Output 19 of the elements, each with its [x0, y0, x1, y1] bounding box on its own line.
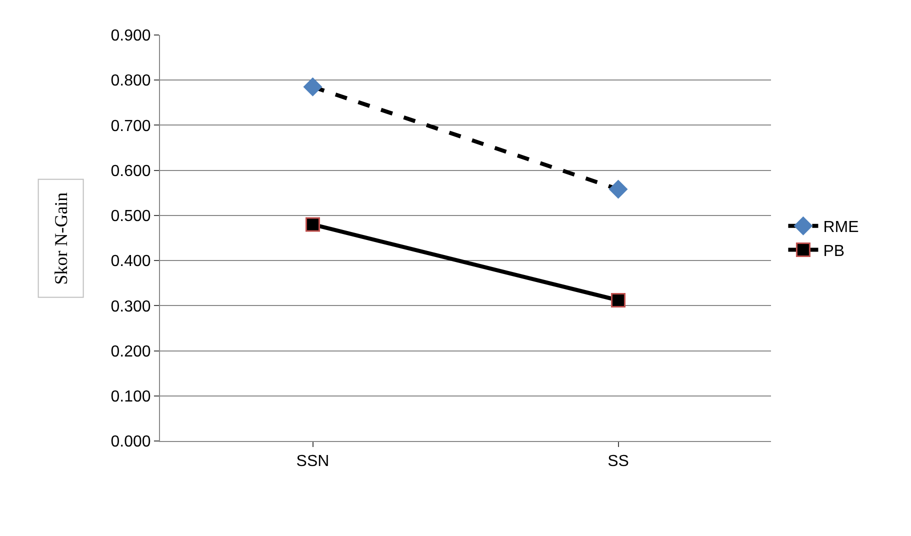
- point: [304, 78, 322, 96]
- y-tick-label: 0.900: [110, 28, 151, 45]
- y-axis-title: Skor N-Gain: [50, 192, 71, 285]
- y-tick-label: 0.700: [110, 118, 151, 135]
- point: [306, 217, 320, 232]
- y-tick-label: 0.100: [110, 388, 151, 406]
- y-tick-label: 0.800: [110, 72, 151, 90]
- legend-label: RME: [823, 219, 859, 236]
- y-tick-label: 0.000: [110, 434, 151, 451]
- y-tick-label: 0.300: [110, 298, 151, 316]
- x-tick-label: SSN: [296, 453, 330, 470]
- y-tick-label: 0.400: [110, 253, 151, 270]
- y-tick-label: 0.500: [110, 208, 151, 226]
- y-tick-label: 0.200: [110, 343, 151, 360]
- legend-label: PB: [823, 242, 845, 260]
- x-tick-label: SS: [608, 453, 629, 470]
- point: [611, 293, 626, 308]
- point: [609, 180, 628, 198]
- y-tick-label: 0.600: [110, 162, 151, 180]
